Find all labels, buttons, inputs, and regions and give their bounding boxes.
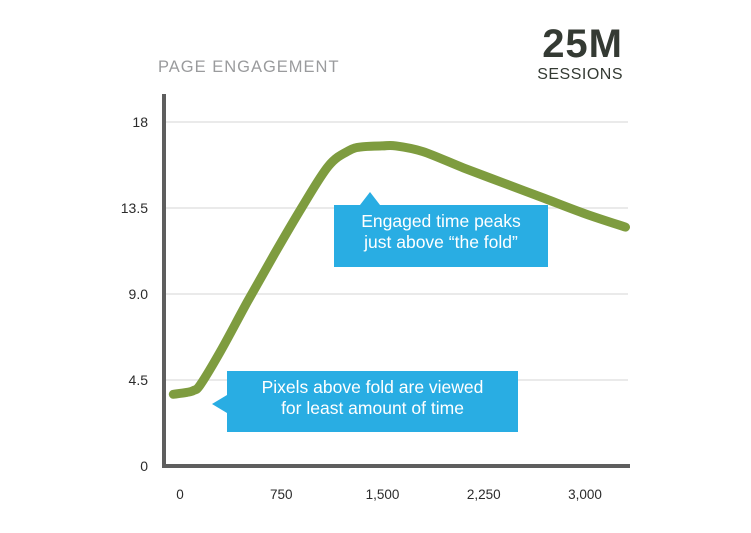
axes [162, 94, 630, 468]
x-tick-label-4: 3,000 [568, 487, 602, 502]
engagement-line [168, 140, 630, 399]
y-tick-label-0: 0 [140, 458, 148, 474]
y-tick-label-3: 13.5 [121, 200, 148, 216]
y-tick-labels: 0 4.5 9.0 13.5 18 [121, 114, 148, 474]
x-tick-label-2: 1,500 [366, 487, 400, 502]
x-tick-label-1: 750 [270, 487, 293, 502]
annotation-peak-line-2: just above “the fold” [364, 232, 518, 252]
series-layer [168, 140, 630, 399]
sessions-label: SESSIONS [537, 66, 623, 83]
chart-title: PAGE ENGAGEMENT [158, 58, 340, 76]
x-tick-label-0: 0 [176, 487, 184, 502]
annotation-peak-callout: Engaged time peaks just above “the fold” [334, 192, 548, 267]
x-tick-labels: 0 750 1,500 2,250 3,000 [176, 487, 602, 502]
y-tick-label-2: 9.0 [129, 286, 149, 302]
annotation-start-line-1: Pixels above fold are viewed [261, 377, 484, 397]
annotation-start-callout: Pixels above fold are viewed for least a… [212, 371, 518, 432]
annotation-start-line-2: for least amount of time [281, 398, 464, 418]
y-tick-label-4: 18 [132, 114, 148, 130]
annotation-peak-line-1: Engaged time peaks [361, 211, 521, 231]
sessions-count: 25M [542, 22, 623, 66]
x-tick-label-3: 2,250 [467, 487, 501, 502]
y-tick-label-1: 4.5 [129, 372, 149, 388]
